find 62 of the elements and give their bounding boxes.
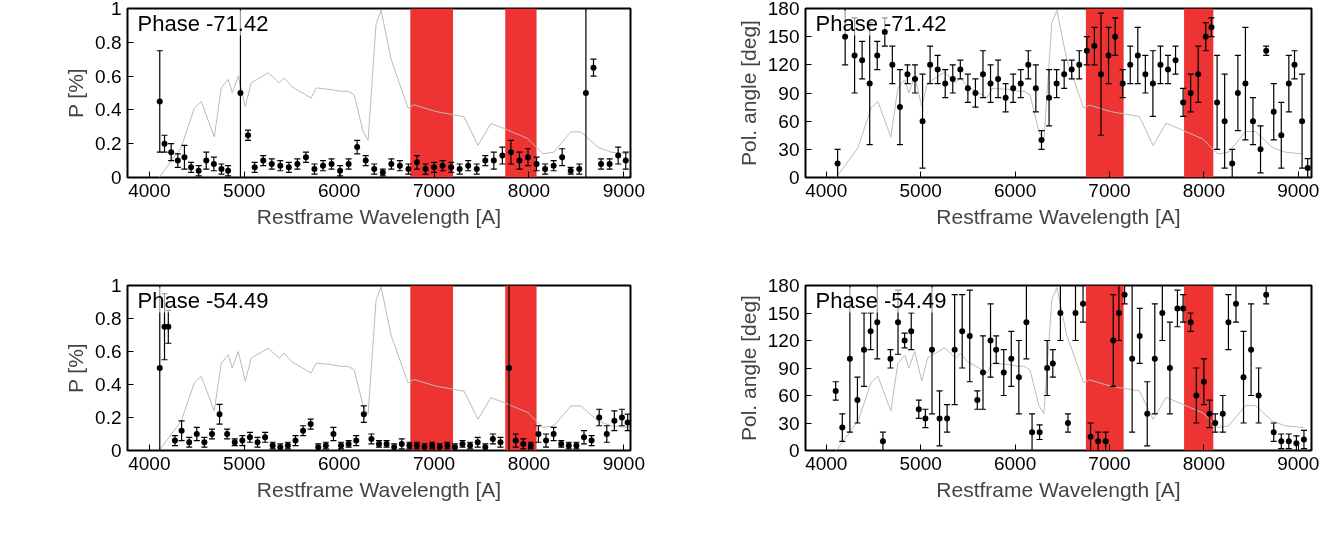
y-tick-label: 0.2	[95, 133, 122, 155]
x-tick-label: 8000	[1182, 452, 1226, 474]
x-tick-label: 6000	[993, 179, 1037, 201]
x-axis-title: Restframe Wavelength [A]	[256, 204, 502, 228]
y-tick-label: 120	[767, 54, 800, 76]
x-tick-label: 4000	[128, 179, 171, 201]
annotation: Phase -54.49	[137, 287, 269, 313]
y-tick-label: 60	[778, 385, 800, 406]
y-tick-label: 150	[767, 26, 800, 48]
x-axis-title: Restframe Wavelength [A]	[936, 204, 1181, 228]
x-axis-title: Restframe Wavelength [A]	[936, 477, 1181, 501]
y-axis-title: P [%]	[64, 343, 88, 394]
y-axis-title: P [%]	[64, 68, 88, 119]
x-tick-label: 5000	[223, 179, 266, 201]
y-tick-label: 180	[767, 275, 800, 296]
y-tick-label: 0.8	[95, 31, 122, 53]
y-tick-label: 90	[778, 357, 800, 379]
x-tick-label: 6000	[318, 452, 361, 474]
y-tick-label: 120	[767, 330, 800, 351]
y-axis-title: Pol. angle [deg]	[736, 20, 760, 166]
x-tick-label: 6000	[993, 452, 1037, 474]
y-tick-label: 0	[788, 167, 800, 188]
y-tick-label: 1	[110, 275, 122, 296]
x-tick-label: 7000	[412, 452, 456, 474]
x-tick-label: 5000	[899, 452, 942, 474]
y-tick-label: 0.4	[95, 99, 122, 121]
y-tick-label: 30	[778, 412, 800, 434]
x-tick-label: 5000	[899, 179, 942, 201]
y-tick-label: 0	[110, 440, 122, 461]
x-tick-label: 9000	[602, 179, 645, 201]
y-tick-label: 180	[767, 0, 800, 19]
x-tick-label: 5000	[223, 452, 266, 474]
annotation: Phase -54.49	[815, 287, 947, 313]
x-tick-label: 4000	[128, 452, 171, 474]
x-tick-label: 9000	[1277, 179, 1320, 201]
y-tick-label: 0.4	[95, 374, 122, 395]
x-tick-label: 6000	[318, 179, 361, 201]
y-tick-label: 0.6	[95, 65, 122, 87]
x-tick-label: 8000	[1182, 179, 1226, 201]
x-tick-label: 8000	[507, 179, 551, 201]
y-tick-label: 150	[767, 302, 800, 324]
y-axis-title: Pol. angle [deg]	[736, 295, 760, 441]
y-tick-label: 1	[110, 0, 122, 19]
x-tick-label: 7000	[1088, 179, 1131, 201]
annotation: Phase -71.42	[815, 10, 947, 36]
x-axis-title: Restframe Wavelength [A]	[256, 477, 502, 501]
y-tick-label: 90	[778, 82, 800, 104]
y-tick-label: 0	[788, 440, 800, 461]
x-tick-label: 9000	[1277, 452, 1320, 474]
y-tick-label: 0	[110, 167, 122, 188]
x-tick-label: 9000	[602, 452, 645, 474]
annotation: Phase -71.42	[137, 10, 269, 36]
x-tick-label: 4000	[805, 179, 848, 201]
y-tick-label: 0.8	[95, 308, 122, 329]
x-tick-label: 8000	[507, 452, 551, 474]
y-tick-label: 60	[778, 110, 800, 132]
x-tick-label: 7000	[412, 179, 456, 201]
x-tick-label: 4000	[805, 452, 848, 474]
x-tick-label: 7000	[1088, 452, 1131, 474]
y-tick-label: 0.6	[95, 341, 122, 362]
y-tick-label: 30	[778, 138, 800, 160]
y-tick-label: 0.2	[95, 407, 122, 428]
